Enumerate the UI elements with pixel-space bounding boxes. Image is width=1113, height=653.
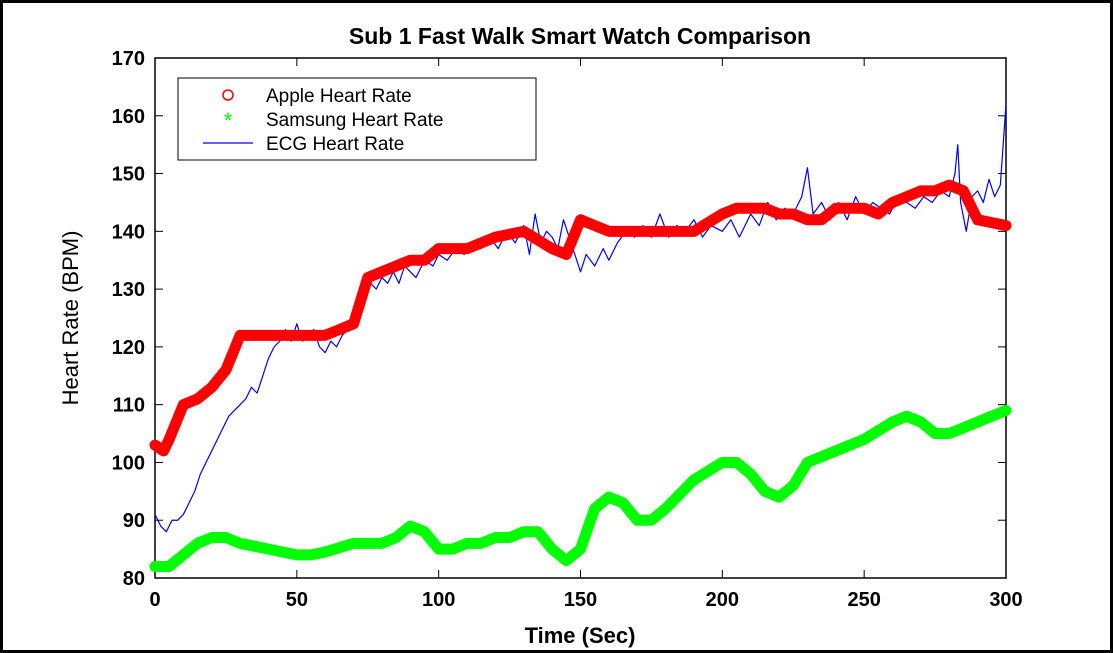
y-tick-label: 120 [112, 337, 145, 359]
legend-box [177, 77, 537, 161]
y-tick-label: 140 [112, 221, 145, 243]
y-axis-label: Heart Rate (BPM) [58, 231, 83, 406]
chart-title: Sub 1 Fast Walk Smart Watch Comparison [349, 23, 811, 49]
y-tick-label: 130 [112, 279, 145, 301]
legend-label: Samsung Heart Rate [266, 110, 443, 131]
x-tick-label: 150 [564, 589, 597, 611]
y-tick-label: 90 [123, 510, 145, 532]
legend-marker: * [224, 108, 233, 133]
y-tick-label: 100 [112, 452, 145, 474]
x-tick-label: 250 [847, 589, 880, 611]
series-line [149, 404, 1012, 572]
x-tick-label: 300 [989, 589, 1022, 611]
legend-label: ECG Heart Rate [266, 134, 404, 155]
legend-marker [222, 89, 234, 101]
x-tick-label: 100 [422, 589, 455, 611]
x-tick-label: 50 [286, 589, 308, 611]
y-tick-label: 160 [112, 106, 145, 128]
y-tick-label: 80 [123, 568, 145, 590]
y-tick-label: 110 [113, 395, 145, 417]
y-tick-label: 170 [112, 48, 145, 70]
x-axis-label: Time (Sec) [525, 623, 636, 648]
x-tick-label: 200 [706, 589, 739, 611]
legend-label: Apple Heart Rate [266, 86, 412, 107]
x-tick-label: 0 [149, 589, 160, 611]
series-line [149, 179, 1012, 457]
y-tick-label: 150 [112, 164, 145, 186]
